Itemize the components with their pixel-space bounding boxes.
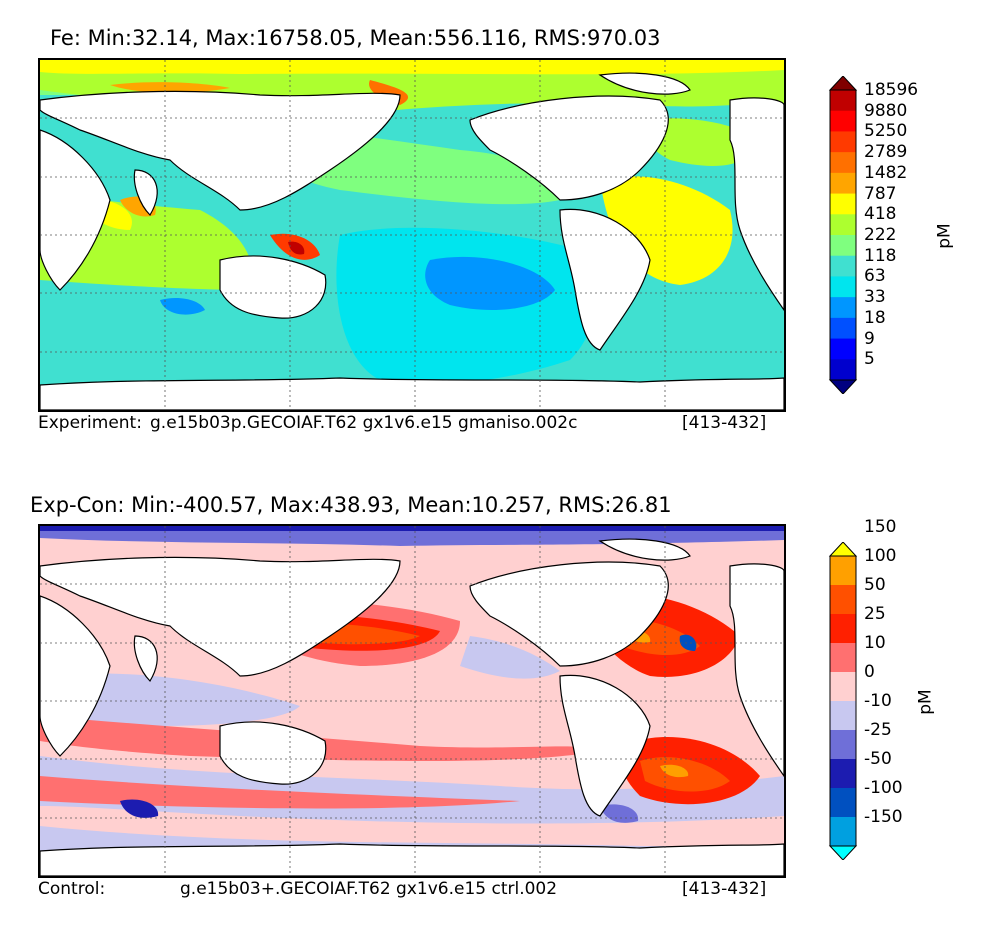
panel2-colorbar-bin: [830, 614, 856, 644]
panel1-colorbar-bin: [830, 317, 856, 340]
panel2-colorbar-tick-label: 10: [864, 633, 886, 653]
panel1-colorbar-tick-label: 9: [864, 328, 875, 349]
panel1-colorbar-tick-label: 222: [864, 225, 897, 245]
panel1-colorbar-bin: [830, 131, 856, 153]
panel2-map: [38, 524, 786, 878]
panel2-colorbar-bin: [830, 759, 856, 789]
panel1-colorbar-bin: [830, 359, 856, 381]
panel1-unit-label: pM: [934, 223, 955, 249]
panel2-colorbar-bin: [830, 672, 856, 702]
panel1-colorbar-tick-label: 9880: [864, 100, 908, 121]
panel1-colorbar-tick-label: 5250: [864, 121, 908, 142]
panel1-colorbar-tick-label: 18: [864, 307, 886, 328]
panel2-colorbar-tick-label: -25: [864, 720, 892, 740]
panel1-colorbar-extend-min: [828, 379, 858, 394]
panel1-colorbar-tick-label: 33: [864, 287, 886, 308]
panel1-colorbar-tick-label: 118: [864, 245, 897, 266]
panel1-colorbar-bin: [830, 152, 856, 174]
panel1-map: [38, 58, 786, 412]
panel2-colorbar-bin: [830, 701, 856, 731]
panel1-colorbar-tick-label: 63: [864, 266, 886, 287]
panel1-footer-case: g.e15b03p.GECOIAF.T62 gx1v6.e15 gmaniso.…: [150, 413, 578, 433]
panel2-colorbar-tick-label: 50: [864, 575, 886, 595]
panel2-colorbar-tick-label: -150: [864, 807, 903, 827]
panel2-colorbar-tick-label: -50: [864, 749, 892, 769]
panel1-colorbar-bin: [830, 235, 856, 257]
panel2-colorbar-tick-label: 150: [864, 517, 897, 537]
panel2-colorbar-extend-max: [828, 542, 858, 557]
panel2-colorbar-extend-min: [828, 845, 858, 860]
panel1-colorbar-tick-label: 2789: [864, 142, 908, 163]
panel1-colorbar-tick-label: 1482: [864, 162, 908, 183]
panel1-colorbar-bin: [830, 90, 856, 112]
panel2-footer-range: [413-432]: [682, 879, 767, 899]
panel2-colorbar-tick-label: 0: [864, 662, 875, 682]
panel1-colorbar-bin: [830, 110, 856, 132]
panel2-colorbar-tick-label: -100: [864, 778, 903, 798]
panel2-unit-label: pM: [915, 689, 936, 715]
panel2-colorbar-bin: [830, 556, 856, 586]
panel2-footer-case: g.e15b03+.GECOIAF.T62 gx1v6.e15 ctrl.002: [180, 879, 558, 899]
panel1-colorbar-bin: [830, 193, 856, 215]
panel1-title: Fe: Min:32.14, Max:16758.05, Mean:556.11…: [50, 26, 661, 50]
panel1-colorbar-bin: [830, 172, 856, 195]
panel2-colorbar-bin: [830, 788, 856, 818]
panel2-colorbar-bin: [830, 585, 856, 615]
panel1-colorbar-tick-label: 787: [864, 183, 897, 204]
panel1-colorbar-tick-label: 18596: [864, 80, 919, 100]
panel2-colorbar-tick-label: -10: [864, 691, 892, 711]
panel2-colorbar-tick-label: 100: [864, 546, 897, 566]
panel2-colorbar-bin: [830, 643, 856, 673]
panel1-colorbar: [828, 76, 858, 394]
panel2-colorbar-tick-label: 25: [864, 604, 886, 624]
panel1-footer-range: [413-432]: [682, 413, 767, 433]
panel2-footer-label: Control:: [38, 879, 106, 899]
panel2-colorbar: [828, 542, 858, 860]
panel1-footer-label: Experiment:: [38, 413, 142, 433]
panel1-colorbar-bin: [830, 214, 856, 236]
panel1-colorbar-bin: [830, 338, 856, 360]
panel1-colorbar-bin: [830, 276, 856, 298]
panel2-map-plot: [40, 526, 784, 876]
panel1-colorbar-bin: [830, 297, 856, 319]
panel1-colorbar-bin: [830, 255, 856, 277]
panel1-colorbar-tick-label: 5: [864, 349, 875, 370]
panel1-colorbar-extend-max: [828, 76, 858, 91]
panel2-colorbar-bin: [830, 730, 856, 760]
panel2-title: Exp-Con: Min:-400.57, Max:438.93, Mean:1…: [30, 493, 672, 517]
panel2-colorbar-bin: [830, 817, 856, 847]
panel1-map-plot: [40, 60, 784, 410]
panel1-colorbar-tick-label: 418: [864, 204, 897, 225]
